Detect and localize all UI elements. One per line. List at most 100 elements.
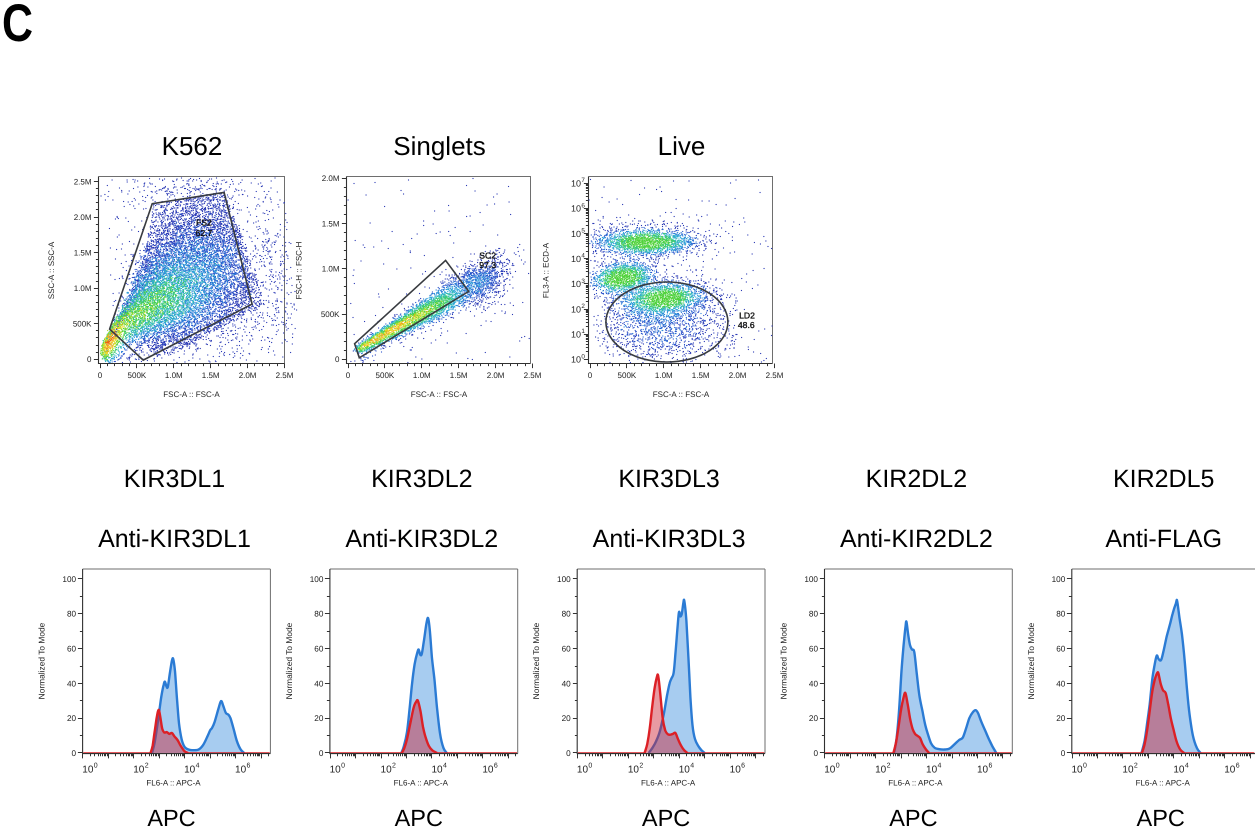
svg-text:Normalized To Mode: Normalized To Mode xyxy=(37,622,47,699)
svg-text:FL6-A :: APC-A: FL6-A :: APC-A xyxy=(146,779,201,788)
svg-text:1.0M: 1.0M xyxy=(165,371,183,380)
svg-text:1.0M: 1.0M xyxy=(322,265,340,274)
svg-text:APC: APC xyxy=(642,805,690,829)
svg-text:10: 10 xyxy=(926,765,938,776)
svg-text:10: 10 xyxy=(571,178,581,188)
svg-text:Normalized To Mode: Normalized To Mode xyxy=(531,622,541,699)
svg-text:100: 100 xyxy=(557,575,571,584)
svg-text:10: 10 xyxy=(679,765,691,776)
svg-text:0: 0 xyxy=(1083,763,1087,770)
svg-text:1.0M: 1.0M xyxy=(413,371,431,380)
svg-text:100: 100 xyxy=(804,575,818,584)
svg-text:FL6-A :: APC-A: FL6-A :: APC-A xyxy=(641,779,696,788)
svg-text:2.5M: 2.5M xyxy=(276,371,294,380)
svg-text:10: 10 xyxy=(482,765,494,776)
svg-text:10: 10 xyxy=(82,765,94,776)
svg-text:0: 0 xyxy=(72,749,77,758)
svg-text:60: 60 xyxy=(1056,645,1066,654)
svg-text:10: 10 xyxy=(1224,765,1236,776)
svg-text:2: 2 xyxy=(145,763,149,770)
svg-text:1.0M: 1.0M xyxy=(655,371,673,380)
svg-text:60: 60 xyxy=(562,645,572,654)
svg-text:1: 1 xyxy=(581,328,585,335)
svg-text:80: 80 xyxy=(1056,610,1066,619)
svg-text:1.5M: 1.5M xyxy=(692,371,710,380)
svg-text:K562: K562 xyxy=(162,131,223,161)
svg-text:KIR3DL3: KIR3DL3 xyxy=(618,465,719,493)
svg-text:C: C xyxy=(2,0,33,53)
svg-text:2: 2 xyxy=(639,763,643,770)
svg-text:0: 0 xyxy=(581,353,585,360)
svg-text:6: 6 xyxy=(988,763,992,770)
svg-text:0: 0 xyxy=(346,371,351,380)
svg-text:Normalized To Mode: Normalized To Mode xyxy=(284,622,294,699)
svg-text:80: 80 xyxy=(809,610,819,619)
svg-text:10: 10 xyxy=(571,355,581,365)
svg-text:2.5M: 2.5M xyxy=(766,371,784,380)
svg-text:KIR3DL1: KIR3DL1 xyxy=(124,465,225,493)
svg-text:2.5M: 2.5M xyxy=(74,177,92,186)
svg-text:2.0M: 2.0M xyxy=(74,213,92,222)
svg-text:2: 2 xyxy=(1134,763,1138,770)
svg-text:FS2: FS2 xyxy=(196,218,212,228)
svg-text:0: 0 xyxy=(87,355,92,364)
svg-text:Singlets: Singlets xyxy=(393,131,486,161)
svg-text:Anti-KIR2DL2: Anti-KIR2DL2 xyxy=(840,525,993,553)
svg-text:10: 10 xyxy=(571,229,581,239)
svg-text:APC: APC xyxy=(395,805,443,829)
svg-text:4: 4 xyxy=(581,253,585,260)
svg-text:0: 0 xyxy=(566,749,571,758)
svg-text:2: 2 xyxy=(581,303,585,310)
svg-text:40: 40 xyxy=(809,679,819,688)
svg-text:10: 10 xyxy=(977,765,989,776)
svg-text:0: 0 xyxy=(335,355,340,364)
svg-text:20: 20 xyxy=(67,714,77,723)
svg-text:10: 10 xyxy=(571,304,581,314)
svg-text:10: 10 xyxy=(628,765,640,776)
svg-text:2: 2 xyxy=(887,763,891,770)
svg-text:20: 20 xyxy=(809,714,819,723)
svg-text:0: 0 xyxy=(94,763,98,770)
svg-text:2.0M: 2.0M xyxy=(487,371,505,380)
svg-text:0: 0 xyxy=(813,749,818,758)
svg-text:10: 10 xyxy=(330,765,342,776)
svg-text:Live: Live xyxy=(658,131,706,161)
svg-text:10: 10 xyxy=(1072,765,1084,776)
svg-text:LD2: LD2 xyxy=(739,311,755,321)
svg-text:0: 0 xyxy=(319,749,324,758)
svg-text:6: 6 xyxy=(581,202,585,209)
svg-text:10: 10 xyxy=(1122,765,1134,776)
svg-text:40: 40 xyxy=(314,679,324,688)
svg-text:10: 10 xyxy=(577,765,589,776)
svg-text:10: 10 xyxy=(184,765,196,776)
svg-text:1.5M: 1.5M xyxy=(74,248,92,257)
svg-text:10: 10 xyxy=(730,765,742,776)
svg-text:40: 40 xyxy=(562,679,572,688)
svg-text:1.0M: 1.0M xyxy=(74,284,92,293)
svg-text:10: 10 xyxy=(875,765,887,776)
svg-text:2.0M: 2.0M xyxy=(729,371,747,380)
svg-text:FL6-A :: APC-A: FL6-A :: APC-A xyxy=(394,779,449,788)
svg-text:FL3-A :: ECD-A: FL3-A :: ECD-A xyxy=(542,242,551,298)
svg-text:APC: APC xyxy=(147,805,195,829)
svg-text:10: 10 xyxy=(431,765,443,776)
svg-text:Normalized To Mode: Normalized To Mode xyxy=(779,622,789,699)
svg-text:60: 60 xyxy=(67,645,77,654)
svg-text:40: 40 xyxy=(67,679,77,688)
svg-text:FL6-A :: APC-A: FL6-A :: APC-A xyxy=(1136,779,1191,788)
svg-text:KIR2DL2: KIR2DL2 xyxy=(866,465,967,493)
svg-text:Anti-FLAG: Anti-FLAG xyxy=(1105,525,1222,553)
svg-text:0: 0 xyxy=(836,763,840,770)
svg-text:60: 60 xyxy=(314,645,324,654)
svg-text:FL6-A :: APC-A: FL6-A :: APC-A xyxy=(888,779,943,788)
svg-text:40: 40 xyxy=(1056,679,1066,688)
svg-text:500K: 500K xyxy=(128,371,147,380)
svg-text:500K: 500K xyxy=(321,310,340,319)
svg-text:10: 10 xyxy=(571,204,581,214)
svg-text:Anti-KIR3DL3: Anti-KIR3DL3 xyxy=(593,525,746,553)
svg-text:4: 4 xyxy=(443,763,447,770)
svg-text:20: 20 xyxy=(314,714,324,723)
svg-text:10: 10 xyxy=(571,254,581,264)
svg-text:APC: APC xyxy=(889,805,937,829)
svg-text:FSC-A :: FSC-A: FSC-A :: FSC-A xyxy=(653,390,710,399)
